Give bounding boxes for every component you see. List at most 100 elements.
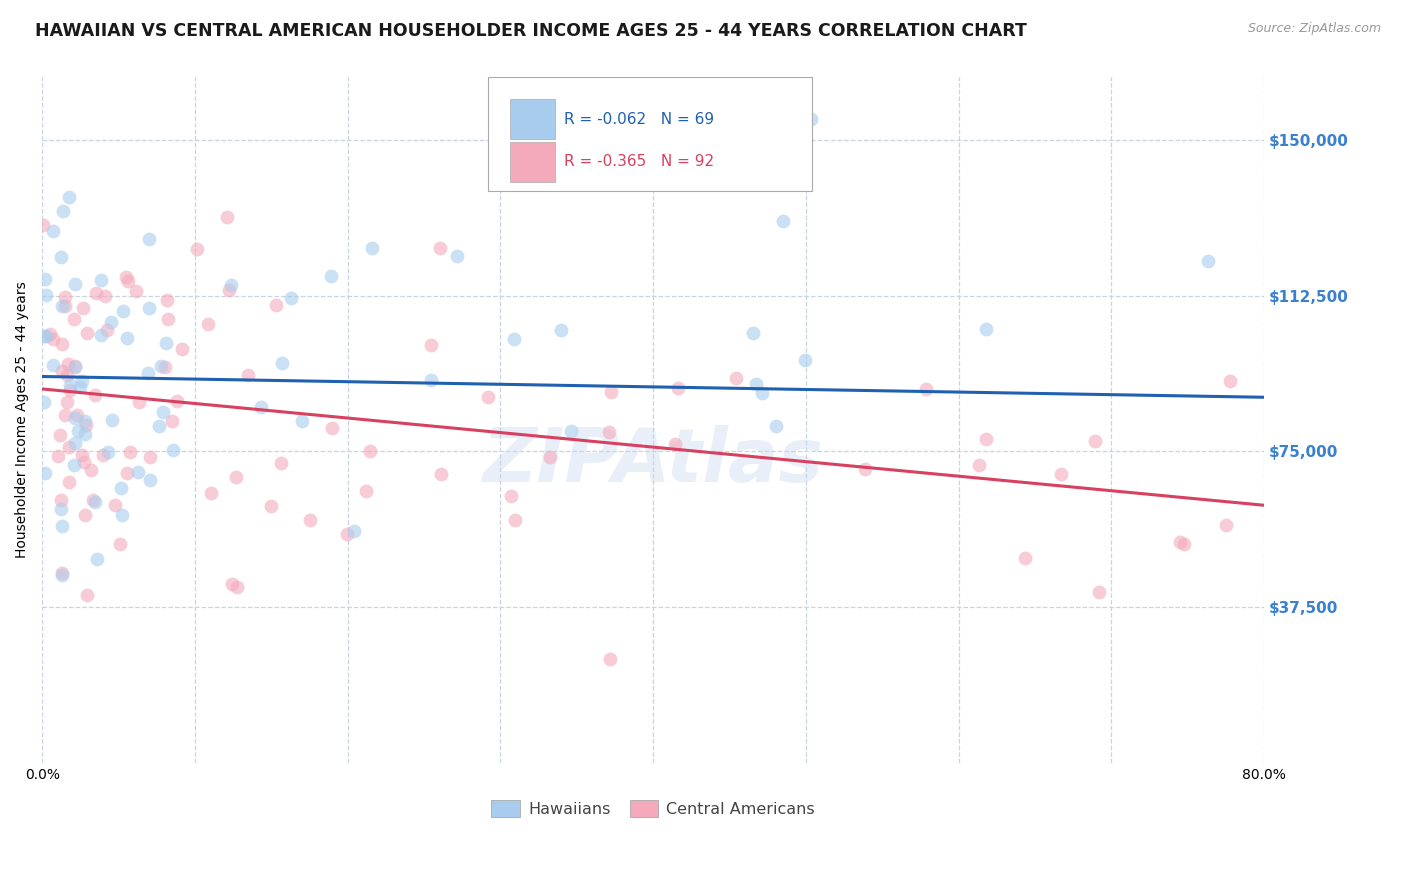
Point — [82, 493, 104, 508]
Point — [69, 379, 91, 393]
Point — [742, 326, 765, 341]
Point — [166, 393, 188, 408]
Point — [35, 328, 58, 343]
Point — [111, 508, 134, 523]
Point — [90, 273, 112, 287]
Point — [117, 467, 139, 481]
Point — [915, 382, 938, 396]
Point — [138, 232, 160, 246]
Point — [157, 312, 180, 326]
Point — [264, 298, 287, 312]
Point — [91, 448, 114, 462]
Point — [55, 299, 77, 313]
Point — [76, 588, 98, 602]
Point — [114, 270, 136, 285]
Point — [550, 323, 572, 337]
Point — [420, 373, 443, 387]
Point — [46, 449, 69, 463]
Point — [111, 304, 134, 318]
Point — [49, 493, 72, 508]
Point — [221, 577, 243, 591]
Point — [765, 419, 787, 434]
Point — [51, 337, 73, 351]
Point — [138, 301, 160, 315]
Point — [502, 333, 524, 347]
Point — [800, 112, 823, 127]
Point — [1014, 551, 1036, 566]
Point — [336, 526, 359, 541]
Point — [110, 481, 132, 495]
Point — [1173, 537, 1195, 551]
Point — [139, 450, 162, 464]
Point — [217, 210, 239, 224]
Point — [160, 414, 183, 428]
Point — [83, 387, 105, 401]
Point — [226, 580, 249, 594]
Point — [49, 251, 72, 265]
Point — [51, 299, 73, 313]
Point — [751, 385, 773, 400]
Point — [63, 436, 86, 450]
Point — [80, 463, 103, 477]
Point — [429, 241, 451, 255]
Text: ZIPAtlas: ZIPAtlas — [482, 425, 824, 498]
Point — [153, 359, 176, 374]
Point — [1197, 254, 1219, 268]
Point — [560, 424, 582, 438]
Point — [56, 368, 79, 382]
Point — [101, 413, 124, 427]
Point — [155, 335, 177, 350]
Point — [63, 411, 86, 425]
Point — [238, 368, 260, 382]
Point — [104, 499, 127, 513]
Point — [65, 360, 87, 375]
Point — [1050, 467, 1073, 481]
Point — [664, 436, 686, 450]
FancyBboxPatch shape — [510, 99, 555, 139]
Point — [974, 321, 997, 335]
Point — [73, 427, 96, 442]
Point — [149, 359, 172, 373]
Point — [65, 408, 87, 422]
Point — [186, 243, 208, 257]
Point — [58, 190, 80, 204]
Point — [97, 445, 120, 459]
Point — [1088, 584, 1111, 599]
Point — [772, 213, 794, 227]
Text: Source: ZipAtlas.com: Source: ZipAtlas.com — [1247, 22, 1381, 36]
Point — [666, 381, 689, 395]
Point — [219, 278, 242, 293]
Point — [250, 401, 273, 415]
Point — [270, 356, 292, 370]
Point — [319, 269, 342, 284]
Point — [218, 283, 240, 297]
FancyBboxPatch shape — [510, 142, 555, 182]
Point — [260, 500, 283, 514]
Point — [59, 383, 82, 397]
Point — [53, 290, 76, 304]
Point — [53, 408, 76, 422]
Point — [1215, 518, 1237, 533]
Point — [58, 475, 80, 490]
Point — [793, 352, 815, 367]
Point — [52, 204, 75, 219]
Point — [599, 385, 621, 400]
Point — [128, 394, 150, 409]
Point — [32, 218, 55, 232]
Point — [73, 455, 96, 469]
Point — [360, 241, 382, 255]
Point — [270, 456, 292, 470]
Point — [115, 331, 138, 345]
Point — [225, 470, 247, 484]
Point — [599, 652, 621, 666]
FancyBboxPatch shape — [488, 78, 813, 191]
Point — [100, 315, 122, 329]
Point — [70, 374, 93, 388]
Point — [501, 490, 523, 504]
Point — [1219, 374, 1241, 388]
Point — [477, 390, 499, 404]
Point — [34, 272, 56, 286]
Point — [420, 338, 443, 352]
Point — [83, 494, 105, 508]
Point — [197, 317, 219, 331]
